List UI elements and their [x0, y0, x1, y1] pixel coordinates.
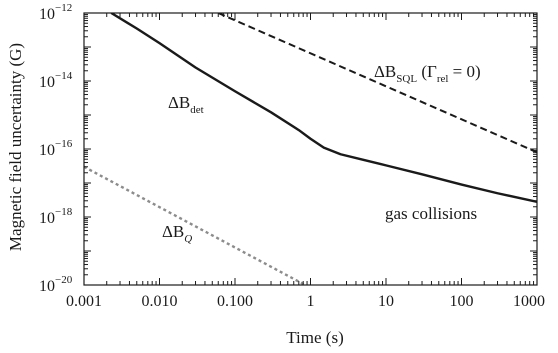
- annotation-delta-b-q: ΔBQ: [162, 222, 192, 245]
- series-line-dotted: [84, 165, 306, 285]
- x-tick-label: 0.010: [142, 293, 178, 310]
- x-tick-label: 10: [378, 293, 394, 310]
- series-layer: [84, 13, 537, 285]
- tick-layer: 0.001 0.010 0.100 1 10 100 1000 10−12 10−14 10−16…: [39, 2, 545, 310]
- y-tick-label: 10−14: [39, 70, 73, 91]
- y-axis-label: Magnetic field uncertainty (G): [6, 43, 25, 251]
- y-tick-label: 10−12: [39, 2, 72, 23]
- x-tick-label: 100: [450, 293, 474, 310]
- annotation-delta-b-det: ΔBdet: [168, 93, 204, 116]
- y-tick-label: 10−16: [39, 138, 73, 159]
- annotation-delta-b-sql: ΔBSQL (Γrel = 0): [374, 62, 481, 85]
- series-line-solid: [110, 13, 537, 203]
- x-tick-label: 0.001: [66, 293, 102, 310]
- x-tick-label: 1000: [513, 293, 545, 310]
- annotation-gas-collisions: gas collisions: [385, 204, 477, 223]
- x-axis-label: Time (s): [286, 328, 343, 347]
- x-tick-label: 1: [307, 293, 315, 310]
- y-tick-label: 10−18: [39, 206, 73, 227]
- y-tick-label: 10−20: [39, 274, 73, 295]
- series-line-dashed: [217, 13, 537, 154]
- x-tick-label: 0.100: [217, 293, 253, 310]
